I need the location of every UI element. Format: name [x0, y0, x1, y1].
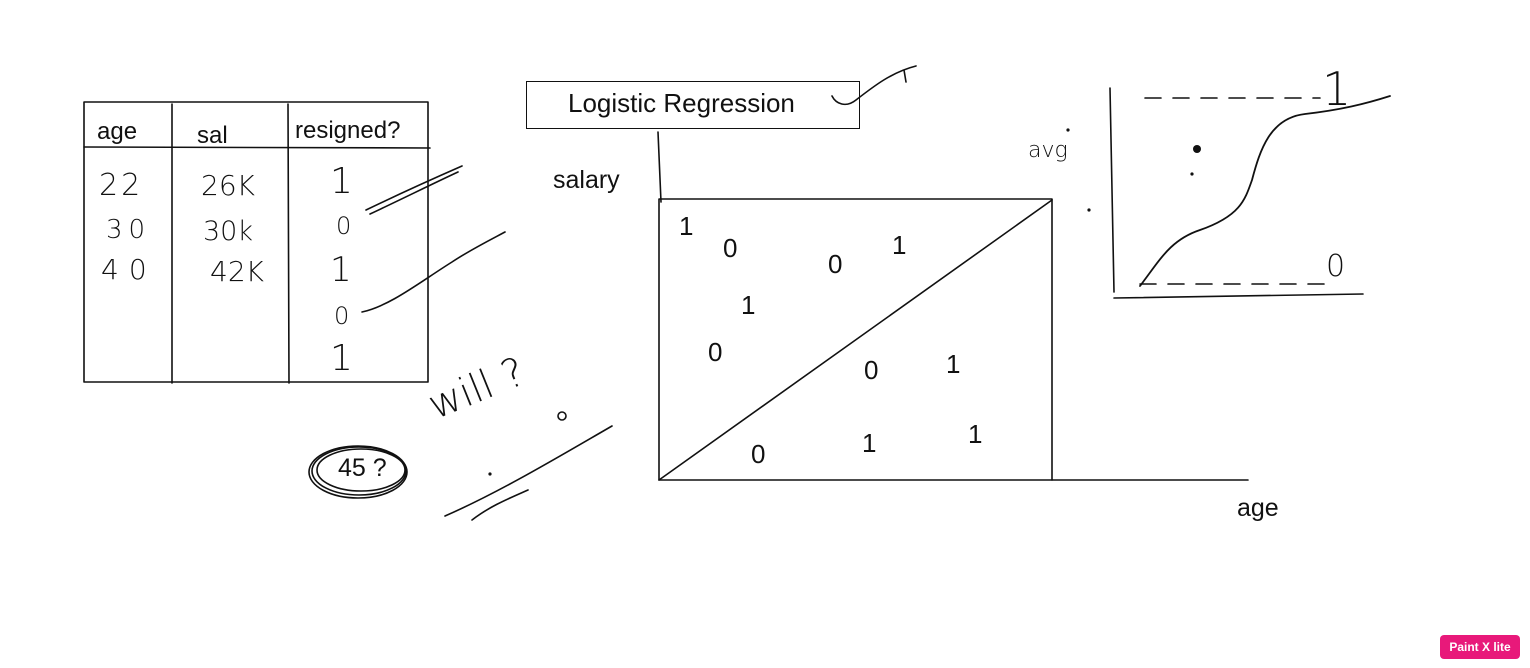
ink-speck	[1190, 172, 1194, 176]
table-cell-resigned: 0	[336, 212, 352, 240]
plot-axis-y-extension	[657, 131, 662, 203]
handwritten-dot	[557, 411, 567, 421]
table-cell-resigned: 1	[330, 338, 353, 379]
sigmoid-x-axis	[1113, 293, 1364, 299]
table-cell-salary: 42K	[210, 255, 264, 288]
data-point-label: 0	[723, 233, 738, 263]
y-axis-label: salary	[553, 166, 620, 194]
plot-frame	[658, 198, 1053, 481]
table-cell-resigned: 1	[330, 161, 353, 202]
data-table-grid	[83, 101, 431, 384]
data-point-label: 1	[679, 211, 694, 241]
data-point-label: 0	[751, 439, 766, 469]
column-header-resigned: resigned?	[295, 117, 401, 144]
strike-mark	[361, 231, 506, 313]
table-cell-salary: 26K	[201, 169, 255, 202]
data-point-label: 1	[862, 428, 877, 458]
ink-dot	[1193, 145, 1201, 153]
ink-speck	[1087, 208, 1091, 212]
sigmoid-plot	[1066, 87, 1391, 299]
table-cell-resigned: 0	[334, 302, 350, 330]
table-cell-age: 22	[99, 168, 144, 203]
table-header-divider	[83, 146, 431, 149]
table-cell-age: 40	[101, 253, 157, 286]
data-point-label: 1	[741, 290, 756, 320]
data-point-label: 0	[708, 337, 723, 367]
app-badge: Paint X lite	[1440, 635, 1520, 659]
question-circle	[308, 445, 408, 499]
strike-marks	[361, 165, 506, 313]
sigmoid-y-axis	[1109, 87, 1115, 293]
underline-scribble	[444, 425, 613, 521]
column-header-salary: sal	[197, 122, 228, 149]
sigmoid-side-note: avg	[1028, 138, 1068, 163]
table-cell-age: 30	[106, 215, 152, 245]
data-point-label: 0	[828, 249, 843, 279]
table-cell-resigned: 1	[330, 250, 352, 290]
data-point-label: 0	[864, 355, 879, 385]
query-age-value: 45 ?	[338, 454, 387, 482]
data-point-label: 1	[968, 419, 983, 449]
scatter-plot	[658, 198, 1249, 481]
title-box	[526, 81, 860, 129]
sigmoid-bottom-label: 0	[1326, 249, 1346, 284]
table-border	[83, 101, 429, 383]
decision-boundary-line	[658, 199, 1053, 481]
table-cell-salary: 30k	[203, 216, 253, 247]
diagram-title: Logistic Regression	[568, 88, 795, 118]
sigmoid-top-label: 1	[1322, 62, 1352, 116]
data-point-label: 1	[892, 230, 907, 260]
ink-speck	[1066, 128, 1070, 132]
data-point-label: 1	[946, 349, 961, 379]
x-axis-label: age	[1237, 494, 1279, 522]
column-header-age: age	[97, 118, 138, 145]
table-column-divider	[287, 103, 290, 384]
sigmoid-curve	[1139, 95, 1391, 287]
title-checkmark	[831, 65, 917, 106]
ink-speck	[488, 472, 492, 476]
strike-mark	[365, 165, 463, 215]
